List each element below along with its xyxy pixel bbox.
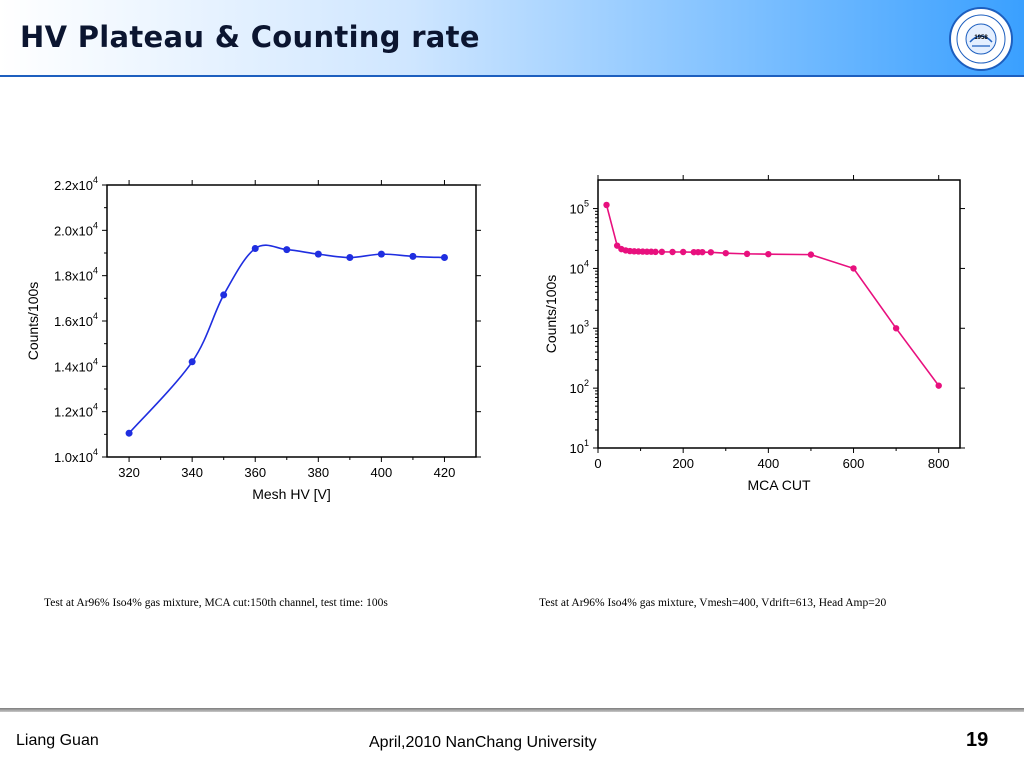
- y-tick-label: 101: [570, 438, 589, 456]
- y-tick-base: 1.6x10: [54, 314, 93, 329]
- mca-cut-caption: Test at Ar96% Iso4% gas mixture, Vmesh=4…: [539, 597, 887, 609]
- y-tick-base: 1.4x10: [54, 359, 93, 374]
- x-tick-label: 340: [181, 465, 203, 480]
- x-tick-label: 400: [371, 465, 393, 480]
- slide-title: HV Plateau & Counting rate: [20, 20, 480, 54]
- data-point: [765, 250, 772, 258]
- data-point: [188, 358, 196, 366]
- plot-frame: [106, 184, 477, 458]
- data-point: [440, 254, 448, 262]
- y-tick-base: 10: [570, 441, 584, 456]
- y-tick-exponent: 4: [93, 311, 98, 321]
- x-tick-label: 0: [594, 456, 601, 471]
- x-tick-label: 400: [758, 456, 780, 471]
- y-tick-exponent: 1: [584, 438, 589, 448]
- x-tick-label: 420: [434, 465, 456, 480]
- data-point: [283, 246, 291, 254]
- x-tick-label: 200: [672, 456, 694, 471]
- page-number: 19: [966, 729, 989, 751]
- data-point: [892, 325, 900, 332]
- data-point: [707, 249, 715, 256]
- series-line: [128, 244, 445, 434]
- y-tick-exponent: 4: [93, 220, 98, 230]
- seal-year: 1958: [974, 35, 988, 41]
- y-tick-exponent: 4: [93, 402, 98, 412]
- y-tick-base: 1.8x10: [54, 269, 93, 284]
- data-point: [652, 248, 659, 256]
- y-tick-label: 2.2x104: [54, 175, 98, 193]
- footer-divider: [0, 708, 1024, 712]
- x-tick-label: 360: [244, 465, 266, 480]
- y-tick-base: 10: [570, 261, 584, 276]
- y-tick-base: 1.0x10: [54, 450, 93, 465]
- data-point: [603, 201, 610, 209]
- y-tick-base: 10: [570, 321, 584, 336]
- data-point: [314, 250, 322, 258]
- x-axis-title: Mesh HV [V]: [252, 486, 331, 502]
- y-tick-label: 1.8x104: [54, 266, 98, 284]
- y-tick-label: 1.6x104: [54, 311, 98, 329]
- y-tick-label: 1.2x104: [54, 402, 98, 420]
- data-point: [850, 265, 857, 272]
- hv-plateau-chart: 320 340 360 380 400 4201.0x1041.2x1041.4x1041…: [25, 175, 481, 502]
- data-point: [722, 249, 729, 257]
- plot-frame: [597, 179, 961, 449]
- y-tick-label: 105: [570, 199, 589, 217]
- x-tick-label: 320: [118, 465, 140, 480]
- hv-plateau-caption: Test at Ar96% Iso4% gas mixture, MCA cut…: [44, 597, 388, 609]
- data-point: [699, 248, 706, 256]
- y-axis-title: Counts/100s: [25, 282, 41, 361]
- data-point: [807, 251, 815, 258]
- y-tick-exponent: 4: [584, 258, 589, 268]
- data-point: [679, 248, 687, 256]
- x-tick-label: 380: [307, 465, 329, 480]
- y-tick-exponent: 2: [584, 378, 589, 388]
- x-tick-label: 800: [928, 456, 950, 471]
- series-line: [605, 204, 940, 387]
- y-tick-label: 103: [570, 318, 589, 336]
- data-point: [658, 248, 666, 256]
- data-point: [377, 250, 385, 258]
- y-tick-exponent: 4: [93, 266, 98, 276]
- data-point: [613, 242, 621, 249]
- y-tick-exponent: 4: [93, 356, 98, 366]
- y-tick-label: 102: [570, 378, 589, 396]
- y-tick-exponent: 4: [93, 175, 98, 185]
- y-tick-label: 2.0x104: [54, 220, 98, 238]
- data-point: [251, 244, 259, 252]
- data-point: [125, 429, 133, 437]
- data-point: [743, 250, 751, 258]
- footer-event: April,2010 NanChang University: [369, 734, 597, 751]
- y-tick-label: 104: [570, 258, 589, 276]
- title-bar: HV Plateau & Counting rate 1958: [0, 0, 1024, 77]
- y-tick-exponent: 4: [93, 447, 98, 457]
- x-axis-title: MCA CUT: [748, 477, 811, 493]
- y-tick-label: 1.4x104: [54, 356, 98, 374]
- data-point: [409, 252, 417, 260]
- university-seal-icon: 1958: [949, 7, 1013, 71]
- y-tick-base: 10: [570, 381, 584, 396]
- data-point: [669, 248, 676, 256]
- footer-author: Liang Guan: [16, 732, 99, 749]
- y-tick-base: 2.0x10: [54, 223, 93, 238]
- y-tick-label: 1.0x104: [54, 447, 98, 465]
- data-point: [935, 382, 942, 389]
- y-tick-base: 10: [570, 202, 584, 217]
- y-tick-exponent: 3: [584, 318, 589, 328]
- data-point: [346, 254, 354, 262]
- data-point: [220, 291, 228, 299]
- x-tick-label: 600: [843, 456, 865, 471]
- y-tick-base: 2.2x10: [54, 178, 93, 193]
- y-axis-title: Counts/100s: [543, 275, 559, 354]
- y-tick-exponent: 5: [584, 199, 589, 209]
- y-tick-base: 1.2x10: [54, 405, 93, 420]
